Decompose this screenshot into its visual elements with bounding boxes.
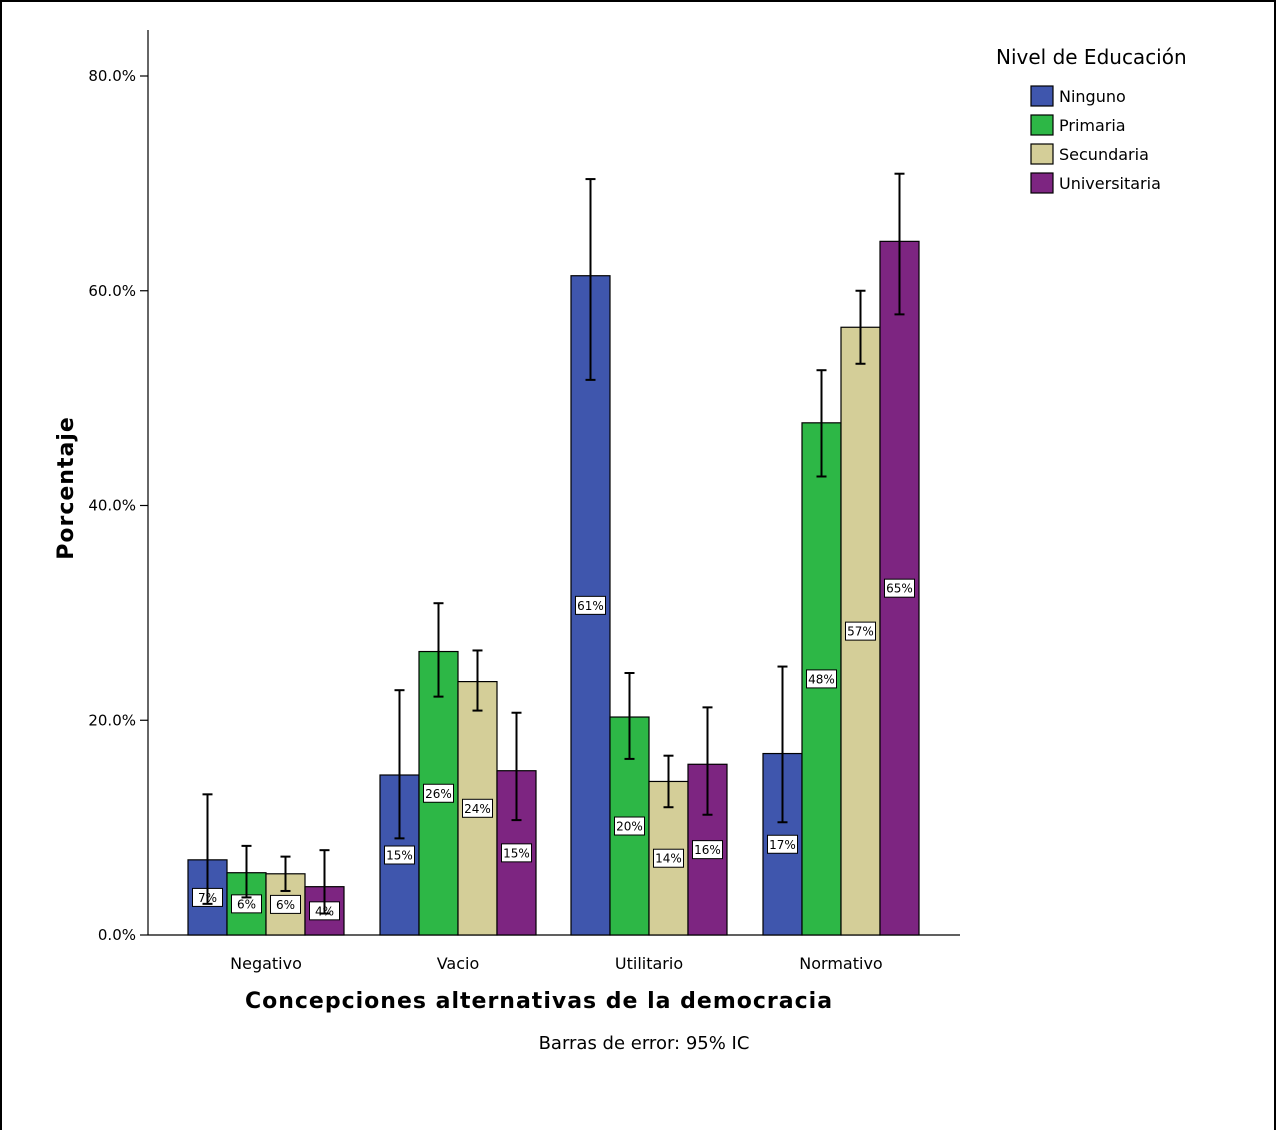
legend-swatch [1030,85,1054,107]
error-bar [511,711,522,822]
data-label: 15% [503,846,530,860]
legend-swatch [1030,143,1054,165]
error-bar [585,178,596,381]
data-label: 65% [886,582,913,596]
error-bar [394,689,405,840]
data-label: 17% [769,838,796,852]
data-label-box [384,845,415,865]
error-bar [280,855,291,892]
y-tick-label: 20.0% [88,711,136,729]
data-label-box [270,894,301,914]
data-label-box [575,595,606,615]
legend-label: Secundaria [1059,145,1149,164]
error-bar [624,672,635,760]
data-label-box [845,621,876,641]
error-bar [433,602,444,698]
data-label: 6% [276,898,295,912]
data-label: 24% [464,802,491,816]
error-bar [663,754,674,809]
data-label-box [653,848,684,868]
data-label: 16% [694,843,721,857]
data-label-box [614,816,645,836]
y-tick-label: 40.0% [88,497,136,515]
legend-label: Primaria [1059,116,1126,135]
y-tick-label: 80.0% [88,67,136,85]
legend-swatch [1030,172,1054,194]
data-label-box [692,840,723,860]
data-label-box [462,798,493,818]
plot-area: 0.0% 20.0% 40.0% 60.0% 80.0% Negativo Vacio Uti… [88,30,960,973]
data-label: 14% [655,852,682,866]
x-tick-label: Vacio [437,954,480,973]
legend-label: Ninguno [1059,87,1126,106]
legend: Nivel de Educación Ninguno Primaria Secund… [996,45,1187,194]
data-label-box [884,578,915,598]
data-label-box [767,834,798,854]
error-bar [202,793,213,905]
error-bar [241,844,252,899]
x-axis-title: Concepciones alternativas de la democrac… [245,989,833,1014]
error-bar [855,289,866,365]
data-label: 61% [577,599,604,613]
legend-title: Nivel de Educación [996,45,1187,69]
y-axis-title: Porcentaje [54,416,79,560]
data-label: 20% [616,820,643,834]
legend-label: Universitaria [1059,174,1161,193]
data-label: 6% [237,897,256,911]
error-bar [894,172,905,316]
y-tick-label: 0.0% [98,926,136,944]
data-label-box [501,843,532,863]
error-bar [319,849,330,915]
data-label: 48% [808,672,835,686]
error-bar [816,369,827,478]
error-bar-note: Barras de error: 95% IC [539,1033,750,1054]
data-label: 15% [386,849,413,863]
x-tick-label: Utilitario [615,954,683,973]
error-bar [777,665,788,824]
error-bar [702,706,713,816]
data-label-box [423,783,454,803]
data-label-box [806,669,837,689]
data-label: 26% [425,787,452,801]
data-label: 57% [847,625,874,639]
x-tick-label: Normativo [799,954,882,973]
error-bar [472,649,483,712]
x-tick-label: Negativo [230,954,302,973]
legend-swatch [1030,114,1054,136]
y-tick-label: 60.0% [88,282,136,300]
